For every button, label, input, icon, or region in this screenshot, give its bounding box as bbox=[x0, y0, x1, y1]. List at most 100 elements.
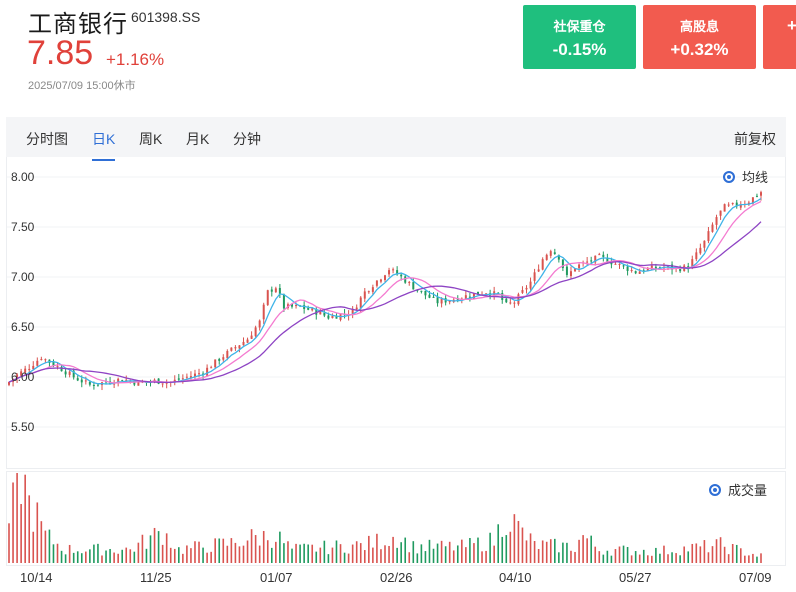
volume-bar bbox=[303, 543, 305, 563]
candle-body bbox=[254, 327, 257, 337]
sector-card-partial[interactable]: + bbox=[763, 5, 796, 69]
volume-bar bbox=[574, 551, 576, 563]
moving-average-toggle[interactable]: 均线 bbox=[723, 167, 768, 186]
price-adjust-selector[interactable]: 前复权 bbox=[734, 131, 776, 147]
candle-body bbox=[52, 361, 55, 366]
volume-bar bbox=[655, 547, 657, 563]
candle-body bbox=[323, 312, 326, 316]
ma-line-ma10 bbox=[8, 200, 762, 384]
volume-bar bbox=[198, 541, 200, 563]
candle-body bbox=[56, 366, 59, 368]
volume-bar bbox=[436, 543, 439, 563]
tab-daily-k[interactable]: 日K bbox=[92, 131, 116, 161]
candle-body bbox=[84, 380, 87, 382]
volume-bar bbox=[89, 549, 91, 563]
candle-body bbox=[699, 247, 702, 254]
tab-weekly-k[interactable]: 周K bbox=[139, 131, 163, 147]
ma-line-ma20 bbox=[8, 221, 762, 384]
candle-body bbox=[695, 252, 698, 260]
volume-bar bbox=[606, 550, 609, 563]
volume-bar bbox=[675, 553, 677, 563]
volume-bar bbox=[214, 538, 216, 563]
volume-bar bbox=[230, 538, 233, 563]
candle-body bbox=[598, 254, 601, 256]
volume-bar bbox=[505, 535, 508, 563]
volume-bar bbox=[735, 544, 738, 563]
candle-body bbox=[379, 279, 382, 282]
volume-bar bbox=[101, 555, 103, 563]
volume-bar bbox=[400, 542, 402, 563]
volume-bar bbox=[327, 554, 330, 563]
candle-body bbox=[189, 376, 192, 379]
candle-body bbox=[424, 290, 427, 296]
volume-bar bbox=[254, 535, 257, 563]
volume-bar bbox=[347, 553, 350, 563]
candle-body bbox=[278, 287, 281, 295]
candle-body bbox=[436, 297, 439, 304]
volume-bar bbox=[448, 541, 451, 563]
volume-bar bbox=[190, 548, 192, 563]
candle-body bbox=[723, 204, 726, 212]
volume-bar bbox=[485, 550, 487, 563]
sector-card-social-security[interactable]: 社保重仓 -0.15% bbox=[523, 5, 636, 69]
volume-bar bbox=[404, 537, 407, 563]
volume-bar bbox=[651, 555, 653, 563]
volume-bar bbox=[343, 552, 346, 563]
volume-bar bbox=[667, 554, 669, 563]
sector-card-high-dividend[interactable]: 高股息 +0.32% bbox=[643, 5, 756, 69]
x-tick-label: 07/09 bbox=[739, 570, 772, 585]
volume-bar bbox=[586, 538, 588, 563]
tab-intraday[interactable]: 分时图 bbox=[26, 131, 68, 147]
candle-body bbox=[96, 384, 99, 386]
candle-body bbox=[476, 291, 479, 295]
volume-bar bbox=[529, 533, 532, 563]
volume-bar bbox=[242, 545, 245, 563]
candle-body bbox=[92, 384, 95, 386]
volume-bar bbox=[157, 531, 160, 563]
candle-body bbox=[76, 378, 79, 381]
volume-bar bbox=[541, 540, 544, 563]
stock-code: 601398.SS bbox=[131, 9, 201, 25]
volume-bar bbox=[562, 542, 564, 563]
candle-body bbox=[594, 255, 597, 263]
volume-toggle[interactable]: 成交量 bbox=[709, 480, 767, 499]
volume-bar bbox=[626, 546, 629, 563]
volume-bar bbox=[424, 551, 427, 563]
volume-bar bbox=[469, 537, 471, 563]
candle-body bbox=[291, 304, 294, 307]
volume-bar bbox=[646, 555, 649, 563]
volume-bar bbox=[80, 553, 83, 563]
candle-body bbox=[274, 288, 277, 293]
candle-body bbox=[392, 269, 395, 271]
candle-body bbox=[250, 335, 253, 339]
volume-bar bbox=[238, 546, 241, 563]
candle-body bbox=[60, 366, 63, 372]
tab-minute[interactable]: 分钟 bbox=[233, 131, 261, 147]
volume-bar bbox=[691, 543, 694, 563]
volume-bar bbox=[727, 554, 730, 563]
candle-body bbox=[327, 315, 330, 319]
candle-body bbox=[16, 374, 19, 380]
tab-monthly-k[interactable]: 月K bbox=[186, 131, 210, 147]
candle-body bbox=[351, 308, 354, 314]
volume-bar bbox=[311, 544, 314, 563]
candle-body bbox=[218, 359, 221, 361]
candle-body bbox=[68, 371, 71, 375]
candle-body bbox=[561, 259, 564, 269]
volume-bar bbox=[473, 543, 475, 563]
volume-bar bbox=[634, 551, 637, 563]
volume-bar bbox=[760, 553, 762, 563]
candle-body bbox=[121, 380, 124, 382]
volume-bar bbox=[368, 535, 370, 563]
radio-dot-icon bbox=[709, 484, 721, 496]
volume-bar bbox=[20, 504, 22, 563]
y-tick-label: 5.50 bbox=[11, 420, 35, 434]
volume-bar bbox=[703, 540, 706, 563]
volume-bar bbox=[250, 529, 253, 563]
volume-bar bbox=[12, 482, 14, 563]
volume-bar bbox=[93, 544, 95, 563]
candle-body bbox=[133, 381, 136, 385]
volume-bar bbox=[533, 541, 536, 563]
candle-body bbox=[735, 202, 738, 207]
candle-body bbox=[270, 289, 273, 292]
